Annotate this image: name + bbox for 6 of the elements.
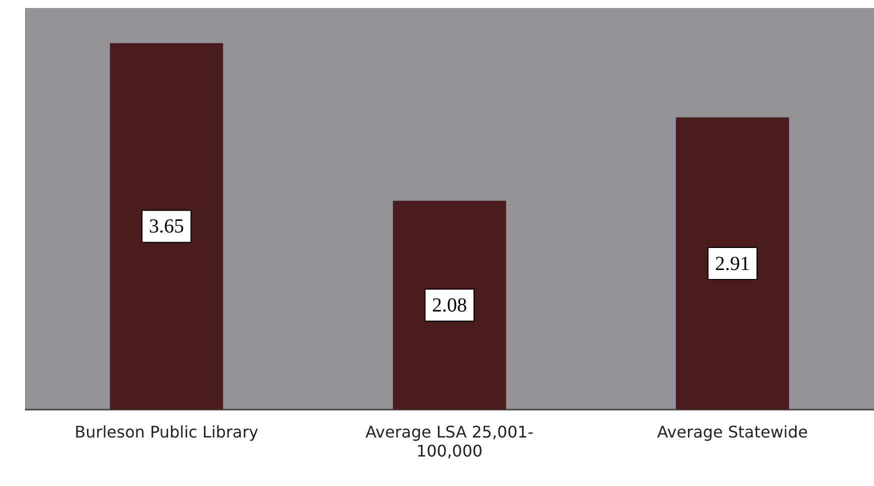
data-label: 3.65 <box>149 216 184 238</box>
x-tick-label: Average Statewide <box>657 422 808 442</box>
data-label: 2.08 <box>432 294 467 316</box>
x-tick-label: Average LSA 25,001-100,000 <box>366 422 534 461</box>
x-tick-label: Burleson Public Library <box>74 422 258 442</box>
data-label: 2.91 <box>715 252 750 275</box>
